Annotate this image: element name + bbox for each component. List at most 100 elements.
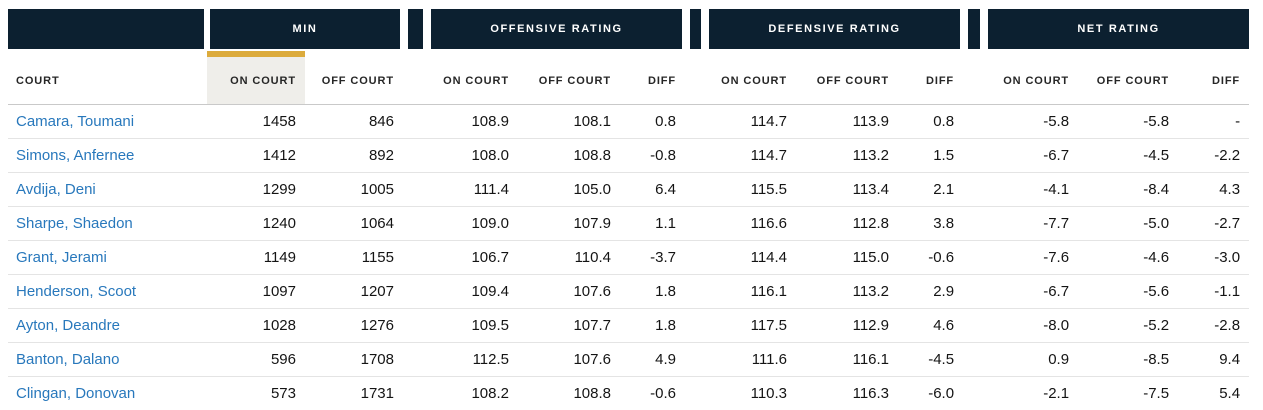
- netrtg-on-court-value: -7.7: [985, 207, 1079, 241]
- offrtg-on-court-value: 112.5: [428, 343, 518, 377]
- netrtg-on-court-value: -6.7: [985, 275, 1079, 309]
- player-link[interactable]: Grant, Jerami: [16, 249, 107, 266]
- netrtg-on-court-value: -4.1: [985, 173, 1079, 207]
- player-cell: Camara, Toumani: [8, 105, 207, 139]
- defrtg-off-court-value: 116.3: [852, 385, 890, 402]
- defrtg-off-court-value: 112.9: [796, 309, 899, 343]
- netrtg-off-court-value: -5.2: [1078, 309, 1179, 343]
- min-on-court-value: 596: [207, 343, 305, 377]
- min-on-court-value: 1028: [207, 309, 305, 343]
- offrtg-on-court-value: 109.0: [428, 207, 518, 241]
- netrtg-diff-value: -2.2: [1178, 139, 1250, 173]
- table-row: Grant, Jerami 1149 1155 106.7 110.4 -3.7…: [8, 241, 1250, 275]
- offrtg-off-court-value: 110.4: [518, 241, 620, 275]
- table-row: Ayton, Deandre 1028 1276 109.5 107.7 1.8…: [8, 309, 1250, 343]
- column-spacer: [963, 105, 986, 139]
- min-off-court-value: 1207: [305, 275, 403, 309]
- column-header-netrtg-diff[interactable]: DIFF: [1178, 51, 1250, 105]
- player-cell: Banton, Dalano: [8, 343, 207, 377]
- netrtg-off-court-value: -8.5: [1078, 343, 1179, 377]
- player-link[interactable]: Henderson, Scoot: [16, 283, 137, 300]
- group-header-blank: [8, 9, 207, 51]
- defrtg-off-court-value: 113.2: [796, 139, 899, 173]
- offrtg-on-court-value: 111.4: [428, 173, 518, 207]
- table-row: Avdija, Deni 1299 1005 111.4 105.0 6.4 1…: [8, 173, 1250, 207]
- min-off-court-value: 1276: [305, 309, 403, 343]
- defrtg-diff-value: 2.9: [898, 275, 964, 309]
- group-header-net-rating: NET RATING: [985, 9, 1250, 51]
- column-header-min-off-court[interactable]: OFF COURT: [305, 51, 403, 105]
- offrtg-diff-value: 1.8: [620, 309, 686, 343]
- min-on-court-value: 1149: [207, 241, 305, 275]
- offrtg-on-court-value: 108.9: [428, 105, 518, 139]
- offrtg-diff-value: -0.6: [650, 385, 677, 402]
- column-spacer: [963, 343, 986, 377]
- player-link[interactable]: Simons, Anfernee: [16, 147, 135, 164]
- min-off-court-value: 1064: [305, 207, 403, 241]
- on-off-court-stats-table: MIN OFFENSIVE RATING DEFENSIVE RATING NE…: [8, 9, 1250, 410]
- defrtg-on-court-value: 114.7: [706, 139, 797, 173]
- table-row: Sharpe, Shaedon 1240 1064 109.0 107.9 1.…: [8, 207, 1250, 241]
- defrtg-diff-value: -4.5: [898, 343, 964, 377]
- offrtg-off-court-value: 107.6: [518, 275, 620, 309]
- column-spacer: [403, 343, 428, 377]
- min-on-court-value: 1097: [207, 275, 305, 309]
- netrtg-on-court-value: -8.0: [985, 309, 1079, 343]
- defrtg-diff-value: -0.6: [898, 241, 964, 275]
- defrtg-diff-value: 1.5: [898, 139, 964, 173]
- column-spacer: [403, 173, 428, 207]
- min-off-court-value: 1005: [305, 173, 403, 207]
- column-spacer: [963, 241, 986, 275]
- table-row: Clingan, Donovan 573 1731 108.2 108.8 -0…: [8, 377, 1249, 410]
- column-header-defrtg-off-court[interactable]: OFF COURT: [796, 51, 899, 105]
- netrtg-diff-value: 5.4: [1219, 385, 1241, 402]
- column-spacer: [403, 241, 428, 275]
- defrtg-off-court-value: 112.8: [796, 207, 899, 241]
- offrtg-diff-value: -0.8: [620, 139, 686, 173]
- player-link[interactable]: Sharpe, Shaedon: [16, 215, 133, 232]
- defrtg-on-court-value: 116.1: [706, 275, 797, 309]
- column-header-spacer: [963, 51, 986, 105]
- defrtg-diff-value: 0.8: [898, 105, 964, 139]
- player-cell: Sharpe, Shaedon: [8, 207, 207, 241]
- netrtg-diff-value: -2.7: [1178, 207, 1250, 241]
- player-link[interactable]: Banton, Dalano: [16, 351, 120, 368]
- player-link[interactable]: Camara, Toumani: [16, 113, 135, 130]
- defrtg-diff-value: 2.1: [898, 173, 964, 207]
- column-header-court[interactable]: COURT: [8, 51, 207, 105]
- column-spacer: [963, 207, 986, 241]
- column-spacer: [403, 275, 428, 309]
- table-row: Camara, Toumani 1458 846 108.9 108.1 0.8…: [8, 105, 1250, 139]
- defrtg-on-court-value: 116.6: [706, 207, 797, 241]
- column-header-offrtg-on-court[interactable]: ON COURT: [428, 51, 518, 105]
- column-spacer: [685, 139, 707, 173]
- defrtg-diff-value: -6.0: [928, 385, 955, 402]
- column-header-netrtg-on-court[interactable]: ON COURT: [985, 51, 1079, 105]
- group-header-spacer: [685, 9, 707, 51]
- column-header-defrtg-on-court[interactable]: ON COURT: [706, 51, 797, 105]
- defrtg-off-court-value: 116.1: [796, 343, 899, 377]
- netrtg-off-court-value: -7.5: [1143, 385, 1170, 402]
- defrtg-off-court-value: 113.4: [796, 173, 899, 207]
- column-header-defrtg-diff[interactable]: DIFF: [898, 51, 964, 105]
- column-header-offrtg-diff[interactable]: DIFF: [620, 51, 686, 105]
- netrtg-diff-value: -1.1: [1178, 275, 1250, 309]
- player-link[interactable]: Ayton, Deandre: [16, 317, 120, 334]
- defrtg-off-court-value: 115.0: [796, 241, 899, 275]
- player-link[interactable]: Clingan, Donovan: [16, 385, 136, 402]
- group-header-row: MIN OFFENSIVE RATING DEFENSIVE RATING NE…: [8, 9, 1250, 51]
- column-spacer: [685, 105, 707, 139]
- netrtg-off-court-value: -4.6: [1078, 241, 1179, 275]
- player-link[interactable]: Avdija, Deni: [16, 181, 96, 198]
- column-header-offrtg-off-court[interactable]: OFF COURT: [518, 51, 620, 105]
- column-spacer: [685, 309, 707, 343]
- column-header-row: COURT ON COURT OFF COURT ON COURT OFF CO…: [8, 51, 1250, 105]
- column-header-netrtg-off-court[interactable]: OFF COURT: [1078, 51, 1179, 105]
- defrtg-off-court-value: 113.9: [796, 105, 899, 139]
- offrtg-diff-value: 1.8: [620, 275, 686, 309]
- netrtg-on-court-value: -5.8: [985, 105, 1079, 139]
- offrtg-off-court-value: 107.9: [518, 207, 620, 241]
- column-header-min-on-court[interactable]: ON COURT: [207, 51, 305, 105]
- netrtg-off-court-value: -4.5: [1078, 139, 1179, 173]
- column-spacer: [685, 173, 707, 207]
